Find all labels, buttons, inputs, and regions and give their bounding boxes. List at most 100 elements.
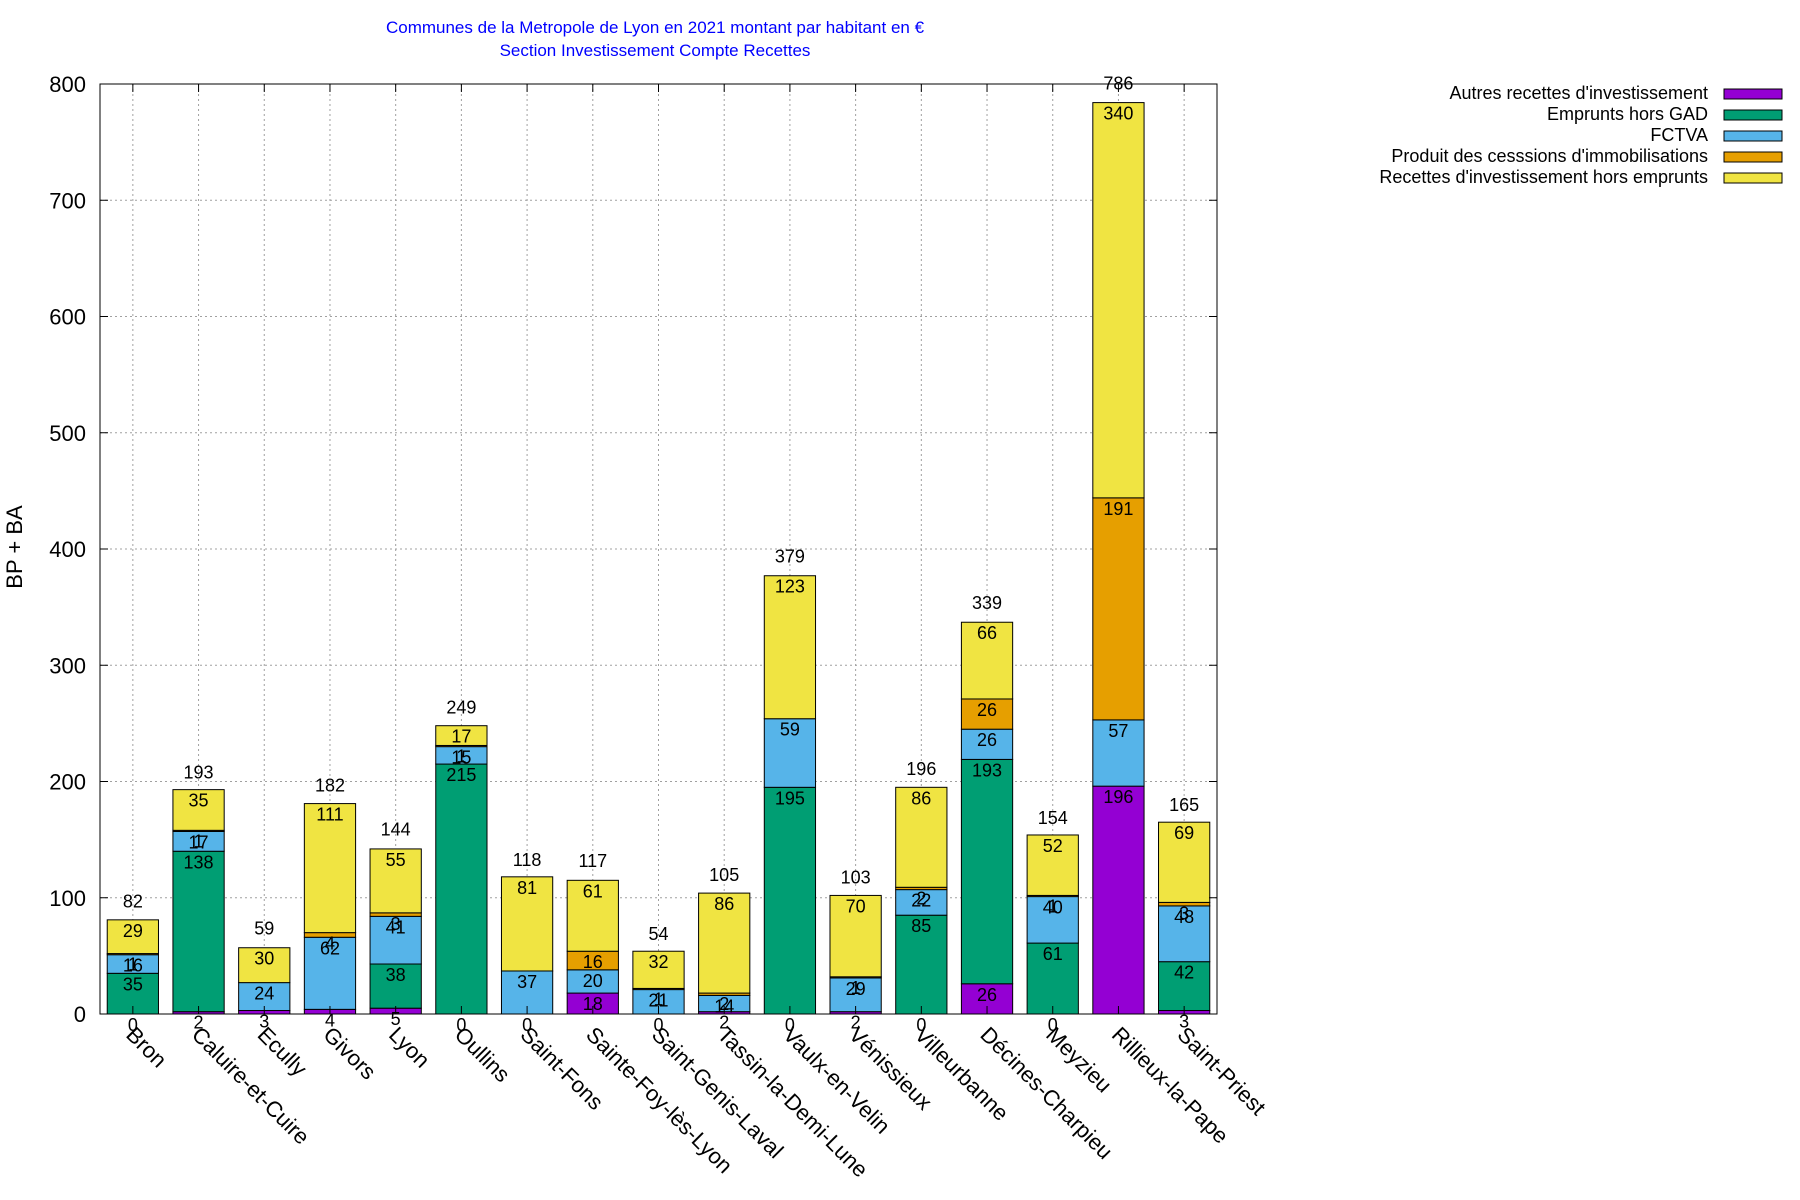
bar-total-label: 105 (709, 865, 739, 885)
bar-value-label: 0 (1048, 1015, 1058, 1035)
bar-value-label: 26 (977, 700, 997, 720)
legend-label: Autres recettes d'investissement (1449, 83, 1708, 103)
bar-value-label: 3 (259, 1012, 269, 1032)
bar-value-label: 26 (977, 730, 997, 750)
bar-value-label: 3 (1179, 1012, 1189, 1032)
bar-value-label: 0 (916, 1015, 926, 1035)
bar-value-label: 2 (719, 1013, 729, 1033)
bar-value-label: 24 (254, 984, 274, 1004)
bar-value-label: 16 (123, 956, 143, 976)
bar-value-label: 30 (254, 949, 274, 969)
bar-segment (172, 789, 225, 831)
bar-segment (829, 894, 882, 978)
bar-segment (1092, 497, 1145, 721)
legend-label: FCTVA (1650, 125, 1708, 145)
bar-total-label: 154 (1038, 808, 1068, 828)
bar-total-label: 339 (972, 593, 1002, 613)
bar-value-label: 41 (386, 917, 406, 937)
bar-segment (895, 786, 948, 888)
bar-total-label: 103 (841, 867, 871, 887)
bar-value-label: 70 (846, 896, 866, 916)
bar-segment (1092, 719, 1145, 787)
bar-total-label: 249 (446, 698, 476, 718)
y-tick-label: 300 (49, 653, 86, 678)
bar-segment (763, 575, 817, 720)
y-tick-label: 0 (74, 1002, 86, 1027)
bar-total-label: 165 (1169, 795, 1199, 815)
bar-value-label: 20 (583, 971, 603, 991)
bar-segment (238, 947, 291, 984)
bar-total-label: 196 (906, 759, 936, 779)
legend-swatch (1723, 130, 1783, 142)
bar-value-label: 4 (325, 934, 335, 954)
bar-segment (500, 876, 554, 972)
y-tick-label: 800 (49, 72, 86, 97)
bar-value-label: 0 (456, 1015, 466, 1035)
legend: Autres recettes d'investissementEmprunts… (1379, 83, 1783, 187)
legend-label: Emprunts hors GAD (1547, 104, 1708, 124)
bar-value-label: 86 (911, 788, 931, 808)
bar-value-label: 2 (194, 1013, 204, 1033)
bar-value-label: 66 (977, 623, 997, 643)
bar-value-label: 40 (1043, 898, 1063, 918)
bar-segment (1158, 821, 1211, 903)
chart-subtitle: Section Investissement Compte Recettes (500, 41, 811, 60)
bar-value-label: 1 (851, 978, 861, 998)
value-labels: 0351612921381713532430462411153841355021… (123, 104, 1194, 1035)
bar-value-label: 35 (189, 791, 209, 811)
x-tick-label: Caluire-et-Cuire (187, 1022, 314, 1149)
bar-value-label: 4 (325, 1010, 335, 1030)
x-tick-label: Oullins (450, 1022, 515, 1087)
bar-segment (1158, 961, 1211, 1012)
bar-total-label: 118 (513, 850, 542, 870)
bar-value-label: 85 (911, 916, 931, 936)
bar-value-label: 59 (780, 720, 800, 740)
bar-segment (435, 725, 488, 746)
bar-value-label: 5 (391, 1009, 401, 1029)
bar-value-label: 2 (916, 888, 926, 908)
bar-segment (960, 758, 1014, 985)
bar-segment (698, 892, 751, 994)
bar-value-label: 340 (1103, 104, 1133, 124)
bar-segment (960, 621, 1014, 700)
bar-segment (632, 950, 685, 989)
bar-segment (960, 698, 1014, 730)
bar-value-label: 22 (911, 891, 931, 911)
bar-segment (566, 879, 619, 952)
plot-frame (99, 83, 1218, 1015)
y-tick-label: 500 (49, 421, 86, 446)
bar-value-label: 3 (1179, 903, 1189, 923)
bar-segment (1092, 102, 1145, 499)
y-tick-label: 200 (49, 770, 86, 795)
bar-segment (303, 803, 357, 934)
legend-swatch (1723, 109, 1783, 121)
bar-value-label: 0 (653, 1015, 663, 1035)
bar-total-label: 379 (775, 546, 805, 566)
bar-total-label: 82 (123, 892, 143, 912)
bar-value-label: 18 (583, 994, 603, 1014)
y-axis-label: BP + BA (2, 505, 27, 589)
bar-value-label: 61 (583, 881, 603, 901)
bar-value-label: 0 (785, 1015, 795, 1035)
chart-title: Communes de la Metropole de Lyon en 2021… (386, 18, 925, 37)
bars (106, 102, 1211, 1015)
bar-value-label: 3 (391, 914, 401, 934)
bar-segment (763, 718, 817, 788)
bar-value-label: 193 (972, 760, 1002, 780)
bar-value-label: 38 (386, 965, 406, 985)
bar-total-label: 182 (315, 775, 345, 795)
y-tick-label: 400 (49, 537, 86, 562)
legend-label: Produit des cesssions d'immobilisations (1391, 146, 1708, 166)
bar-value-label: 57 (1108, 721, 1128, 741)
bar-segment (369, 963, 422, 1009)
bar-total-label: 54 (648, 924, 668, 944)
bar-value-label: 215 (446, 765, 476, 785)
bar-value-label: 1 (194, 831, 204, 851)
bar-segment (369, 848, 422, 914)
x-tick-label: Givors (318, 1022, 381, 1085)
bar-value-label: 16 (583, 952, 603, 972)
bar-value-label: 195 (775, 788, 805, 808)
bar-segment (238, 982, 291, 1012)
